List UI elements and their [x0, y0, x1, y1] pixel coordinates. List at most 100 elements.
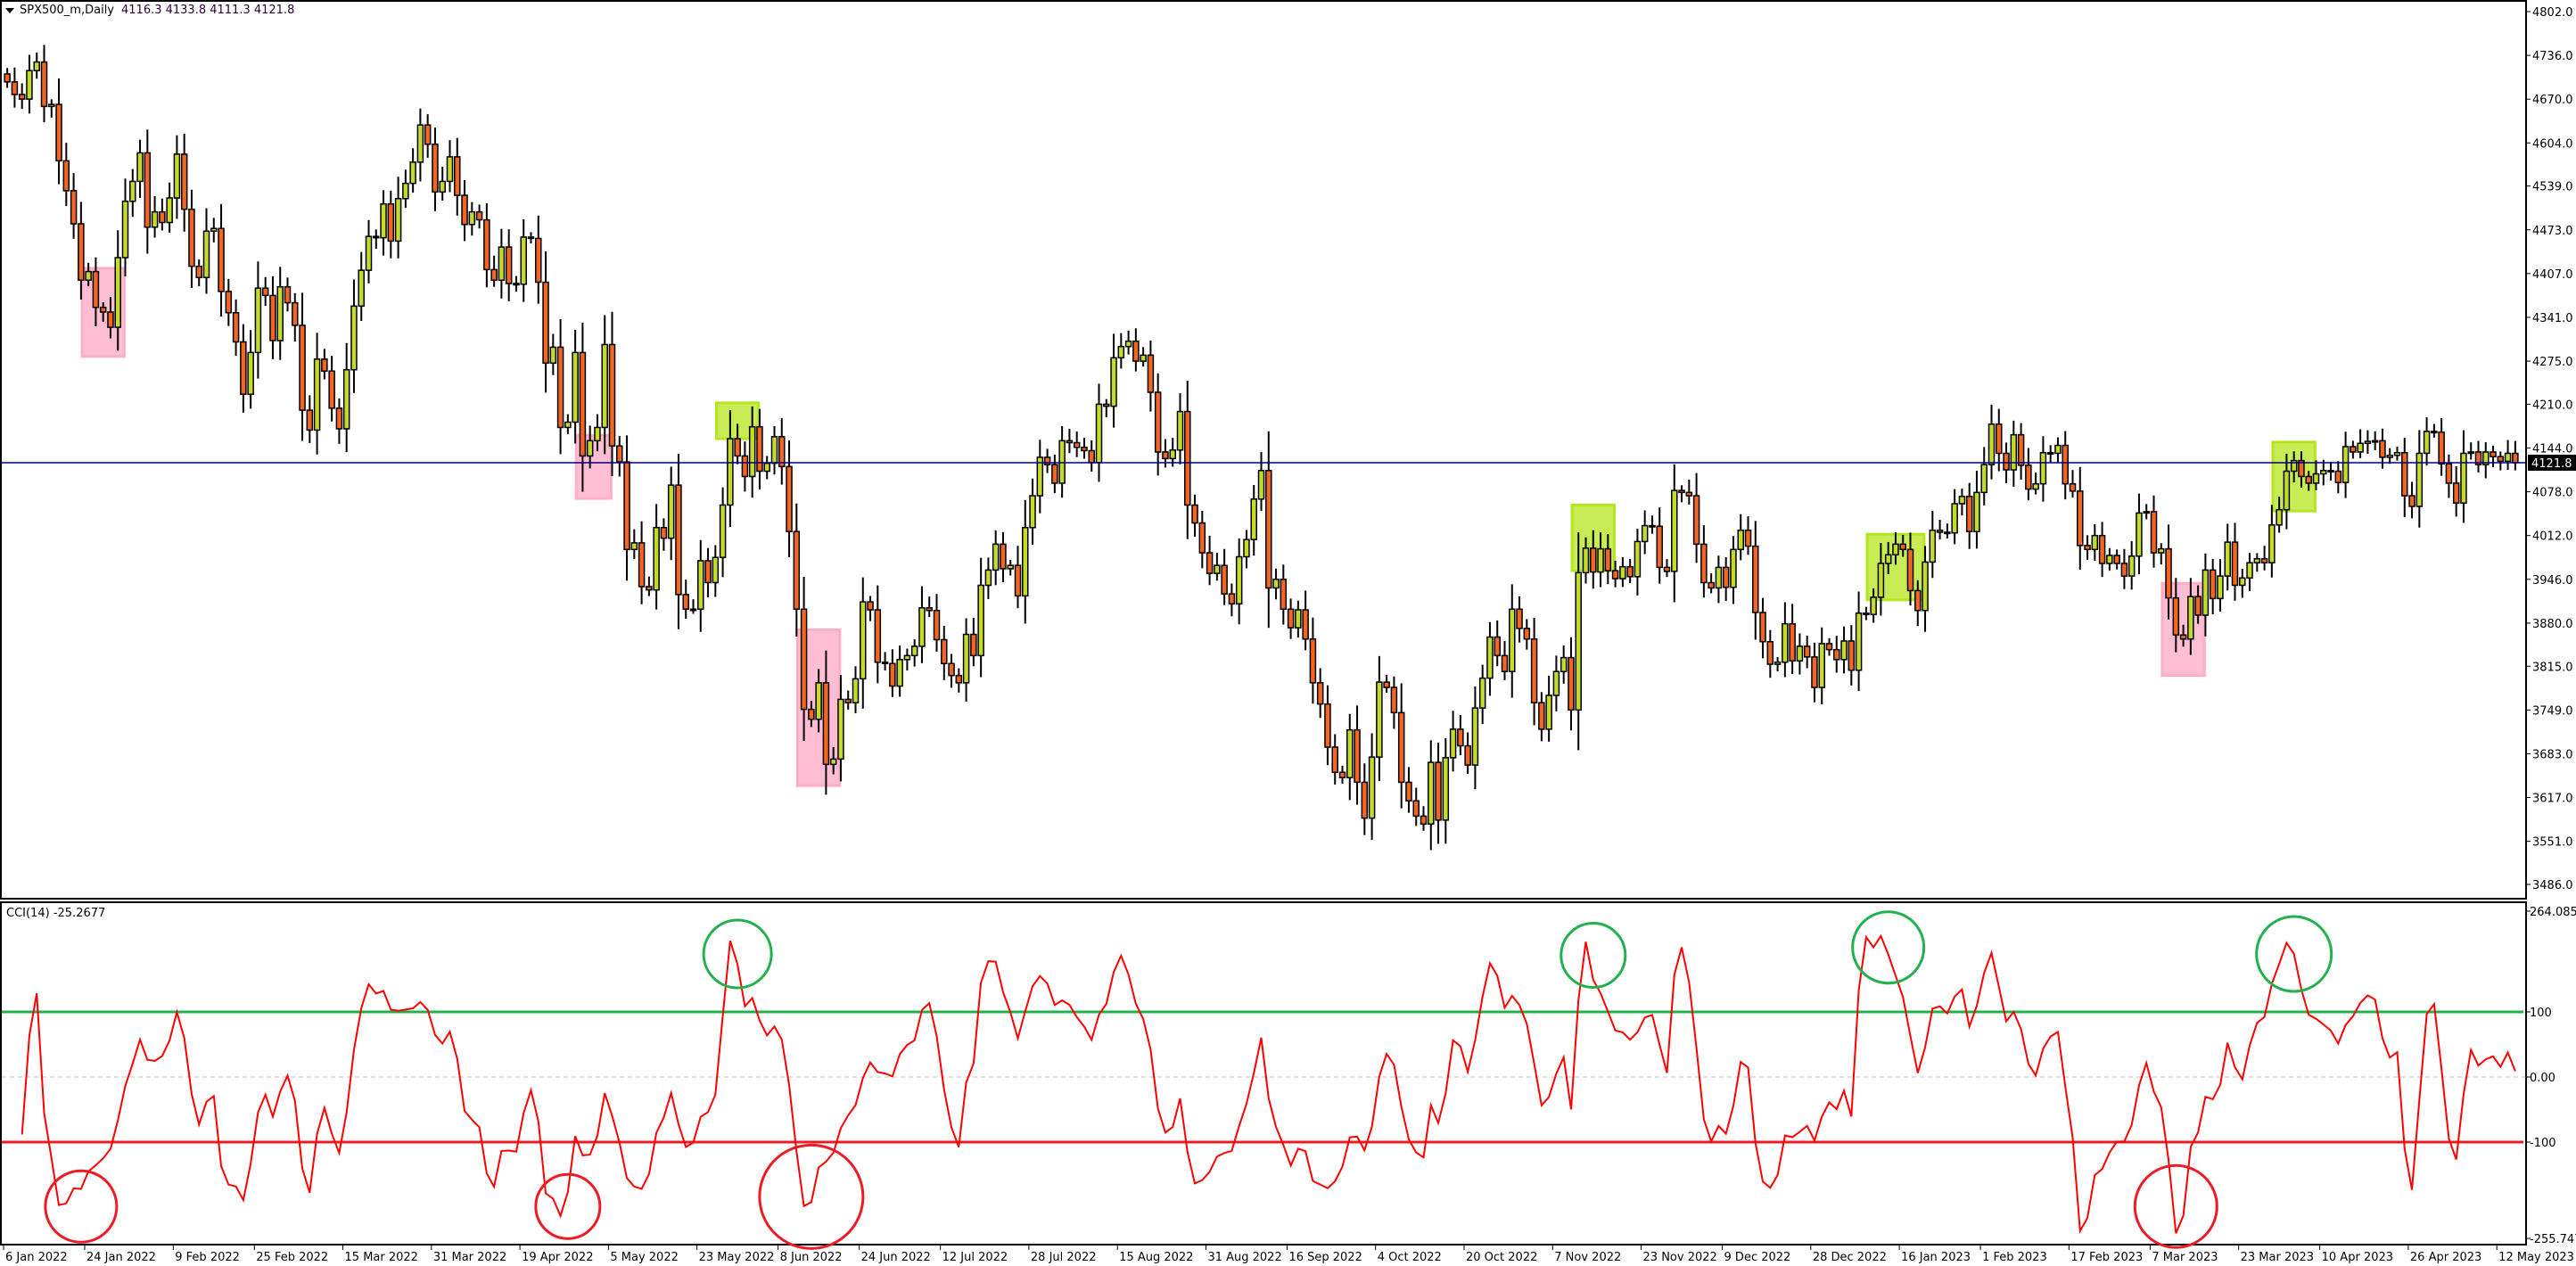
- bear-candle-body: [1604, 547, 1612, 571]
- candle: [667, 466, 675, 561]
- bear-candle-body: [2497, 456, 2505, 463]
- symbol-label: SPX500_m,Daily: [20, 4, 114, 17]
- bull-candle-body: [1235, 555, 1243, 605]
- price-tick-label: 3880.0: [2532, 618, 2573, 631]
- date-tick-label: 31 Aug 2022: [1207, 1251, 1281, 1264]
- candle: [1936, 520, 1944, 539]
- candle: [40, 45, 48, 123]
- bull-candle-body: [121, 201, 129, 259]
- bull-candle-body: [380, 202, 387, 239]
- candle: [601, 315, 608, 455]
- candle: [608, 311, 616, 476]
- bear-candle-body: [1611, 570, 1619, 580]
- candle: [292, 292, 299, 342]
- bull-candle-body: [910, 645, 918, 657]
- bull-candle-body: [653, 527, 660, 591]
- bear-candle-body: [1906, 548, 1914, 592]
- candle: [1604, 534, 1612, 585]
- candle: [1782, 602, 1789, 678]
- bull-candle-body: [1892, 543, 1899, 556]
- candle: [977, 557, 984, 678]
- bear-candle-body: [808, 708, 815, 720]
- bear-candle-body: [1833, 648, 1840, 661]
- candle: [299, 292, 306, 441]
- bear-candle-body: [2438, 431, 2445, 465]
- bull-candle-body: [1022, 527, 1029, 597]
- candle: [1007, 560, 1014, 576]
- bear-candle-body: [55, 103, 62, 162]
- date-tick-label: 7 Nov 2022: [1554, 1251, 1621, 1264]
- candle: [2320, 459, 2327, 486]
- bull-candle-body: [1552, 670, 1560, 696]
- candle: [2253, 553, 2261, 572]
- bear-candle-body: [1656, 525, 1663, 569]
- candle: [712, 545, 720, 597]
- candle: [1722, 556, 1730, 601]
- cci-label: CCI(14): [6, 907, 50, 920]
- bull-candle-body: [1376, 681, 1383, 758]
- candle: [704, 547, 712, 598]
- price-tick-label: 3617.0: [2532, 793, 2573, 806]
- candle: [1302, 590, 1309, 651]
- bear-candle-body: [2260, 557, 2268, 563]
- candle: [129, 169, 136, 218]
- bull-candle-body: [2467, 451, 2474, 455]
- bull-candle-body: [1774, 662, 1782, 665]
- bear-candle-body: [941, 638, 948, 665]
- candle: [1014, 546, 1022, 609]
- price-tick-label: 4210.0: [2532, 399, 2573, 412]
- triangle-down-icon[interactable]: [5, 7, 14, 13]
- candle: [2467, 442, 2474, 460]
- candle: [800, 577, 808, 742]
- bear-candle-body: [284, 285, 292, 304]
- bull-candle-body: [837, 698, 844, 760]
- bull-candle-body: [667, 484, 675, 539]
- candle: [1368, 733, 1376, 841]
- bull-candle-body: [439, 180, 446, 193]
- bear-candle-body: [261, 287, 269, 297]
- bear-candle-body: [432, 144, 439, 193]
- bear-candle-body: [1863, 612, 1870, 615]
- candle: [247, 330, 254, 409]
- bull-candle-body: [860, 601, 867, 680]
- bear-candle-body: [1678, 489, 1685, 494]
- candle: [2091, 523, 2099, 562]
- bull-candle-body: [1582, 547, 1590, 574]
- candle: [1552, 655, 1560, 711]
- bull-candle-body: [2106, 555, 2113, 564]
- candle: [328, 356, 335, 422]
- candle: [1863, 606, 1870, 621]
- bear-candle-body: [2431, 431, 2438, 434]
- candle: [844, 690, 852, 710]
- bear-candle-body: [660, 527, 668, 539]
- candle: [1154, 373, 1162, 476]
- candle: [62, 143, 70, 207]
- bull-candle-body: [498, 246, 506, 282]
- bull-candle-body: [1715, 566, 1723, 589]
- bear-candle-body: [1184, 410, 1191, 506]
- candle: [896, 645, 903, 697]
- red-highlight-circle: [534, 1172, 602, 1240]
- candle: [1235, 538, 1243, 625]
- bear-candle-body: [2490, 451, 2497, 457]
- bull-candle-body: [1641, 524, 1649, 543]
- candle: [1929, 511, 1937, 579]
- candle: [505, 229, 513, 301]
- red-highlight-circle: [44, 1169, 119, 1244]
- candle: [358, 251, 365, 322]
- candle: [1641, 510, 1649, 555]
- candle: [2084, 535, 2091, 560]
- bear-candle-body: [269, 294, 276, 341]
- bear-candle-body: [292, 301, 299, 326]
- bear-candle-body: [1073, 441, 1081, 448]
- bear-candle-body: [225, 291, 233, 314]
- candle: [2077, 466, 2084, 571]
- bull-candle-body: [394, 198, 402, 243]
- candle: [1073, 432, 1081, 457]
- bull-candle-body: [2276, 508, 2283, 526]
- date-tick-label: 9 Feb 2022: [175, 1251, 240, 1264]
- candle: [2106, 547, 2113, 571]
- bear-candle-body: [335, 407, 343, 430]
- candle: [1582, 537, 1590, 584]
